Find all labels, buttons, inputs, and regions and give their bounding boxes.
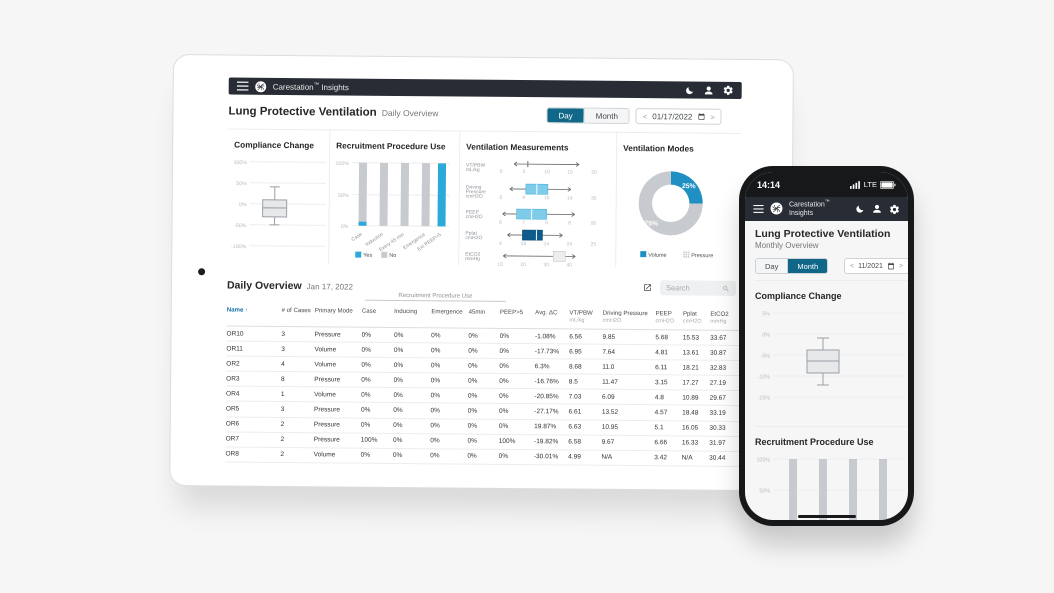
- svg-text:0%: 0%: [341, 224, 349, 230]
- svg-text:50%: 50%: [236, 181, 247, 187]
- svg-text:-10%: -10%: [758, 375, 771, 381]
- svg-text:cmH2O: cmH2O: [466, 194, 483, 200]
- svg-text:50%: 50%: [759, 489, 770, 495]
- svg-text:5: 5: [523, 169, 526, 175]
- svg-text:4: 4: [499, 241, 502, 247]
- svg-text:Volume: Volume: [648, 253, 666, 259]
- svg-text:10: 10: [497, 262, 503, 268]
- svg-text:100%: 100%: [756, 458, 770, 464]
- svg-text:Pressure: Pressure: [691, 253, 713, 259]
- svg-text:20: 20: [520, 262, 526, 268]
- svg-text:15: 15: [567, 169, 573, 175]
- svg-text:75%: 75%: [644, 220, 658, 227]
- svg-text:7: 7: [522, 220, 525, 226]
- svg-text:Yes: Yes: [363, 253, 372, 259]
- svg-text:14: 14: [544, 241, 550, 247]
- svg-text:cmH2O: cmH2O: [466, 214, 483, 220]
- svg-text:25: 25: [591, 242, 597, 248]
- svg-text:mmHg: mmHg: [465, 256, 480, 262]
- svg-text:6: 6: [499, 195, 502, 201]
- svg-text:10: 10: [544, 169, 550, 175]
- svg-text:0%: 0%: [762, 520, 770, 521]
- svg-text:100%: 100%: [335, 161, 349, 167]
- svg-text:-15%: -15%: [758, 396, 771, 402]
- svg-text:8: 8: [568, 220, 571, 226]
- svg-text:mL/kg: mL/kg: [466, 167, 480, 173]
- svg-text:-100%: -100%: [231, 244, 247, 250]
- svg-text:30: 30: [543, 262, 549, 268]
- svg-text:0: 0: [500, 169, 503, 175]
- svg-text:16: 16: [544, 195, 550, 201]
- svg-text:20: 20: [591, 170, 597, 176]
- svg-text:5%: 5%: [762, 312, 770, 318]
- svg-text:50%: 50%: [338, 193, 349, 199]
- svg-text:35: 35: [591, 196, 597, 202]
- svg-text:8: 8: [545, 220, 548, 226]
- svg-text:-50%: -50%: [234, 223, 247, 229]
- svg-text:Case: Case: [351, 231, 364, 243]
- svg-text:9: 9: [522, 195, 525, 201]
- svg-text:No: No: [389, 253, 396, 259]
- svg-text:14: 14: [567, 195, 573, 201]
- svg-text:0%: 0%: [239, 202, 247, 208]
- svg-text:16: 16: [521, 241, 527, 247]
- svg-text:0%: 0%: [762, 333, 770, 339]
- svg-text:25%: 25%: [682, 183, 696, 190]
- svg-text:95: 95: [591, 221, 597, 227]
- svg-text:40: 40: [566, 262, 572, 268]
- svg-text:-5%: -5%: [761, 354, 771, 360]
- svg-text:cmH2O: cmH2O: [465, 235, 482, 241]
- svg-text:100%: 100%: [233, 160, 247, 166]
- svg-text:6: 6: [499, 220, 502, 226]
- svg-text:24: 24: [567, 241, 573, 247]
